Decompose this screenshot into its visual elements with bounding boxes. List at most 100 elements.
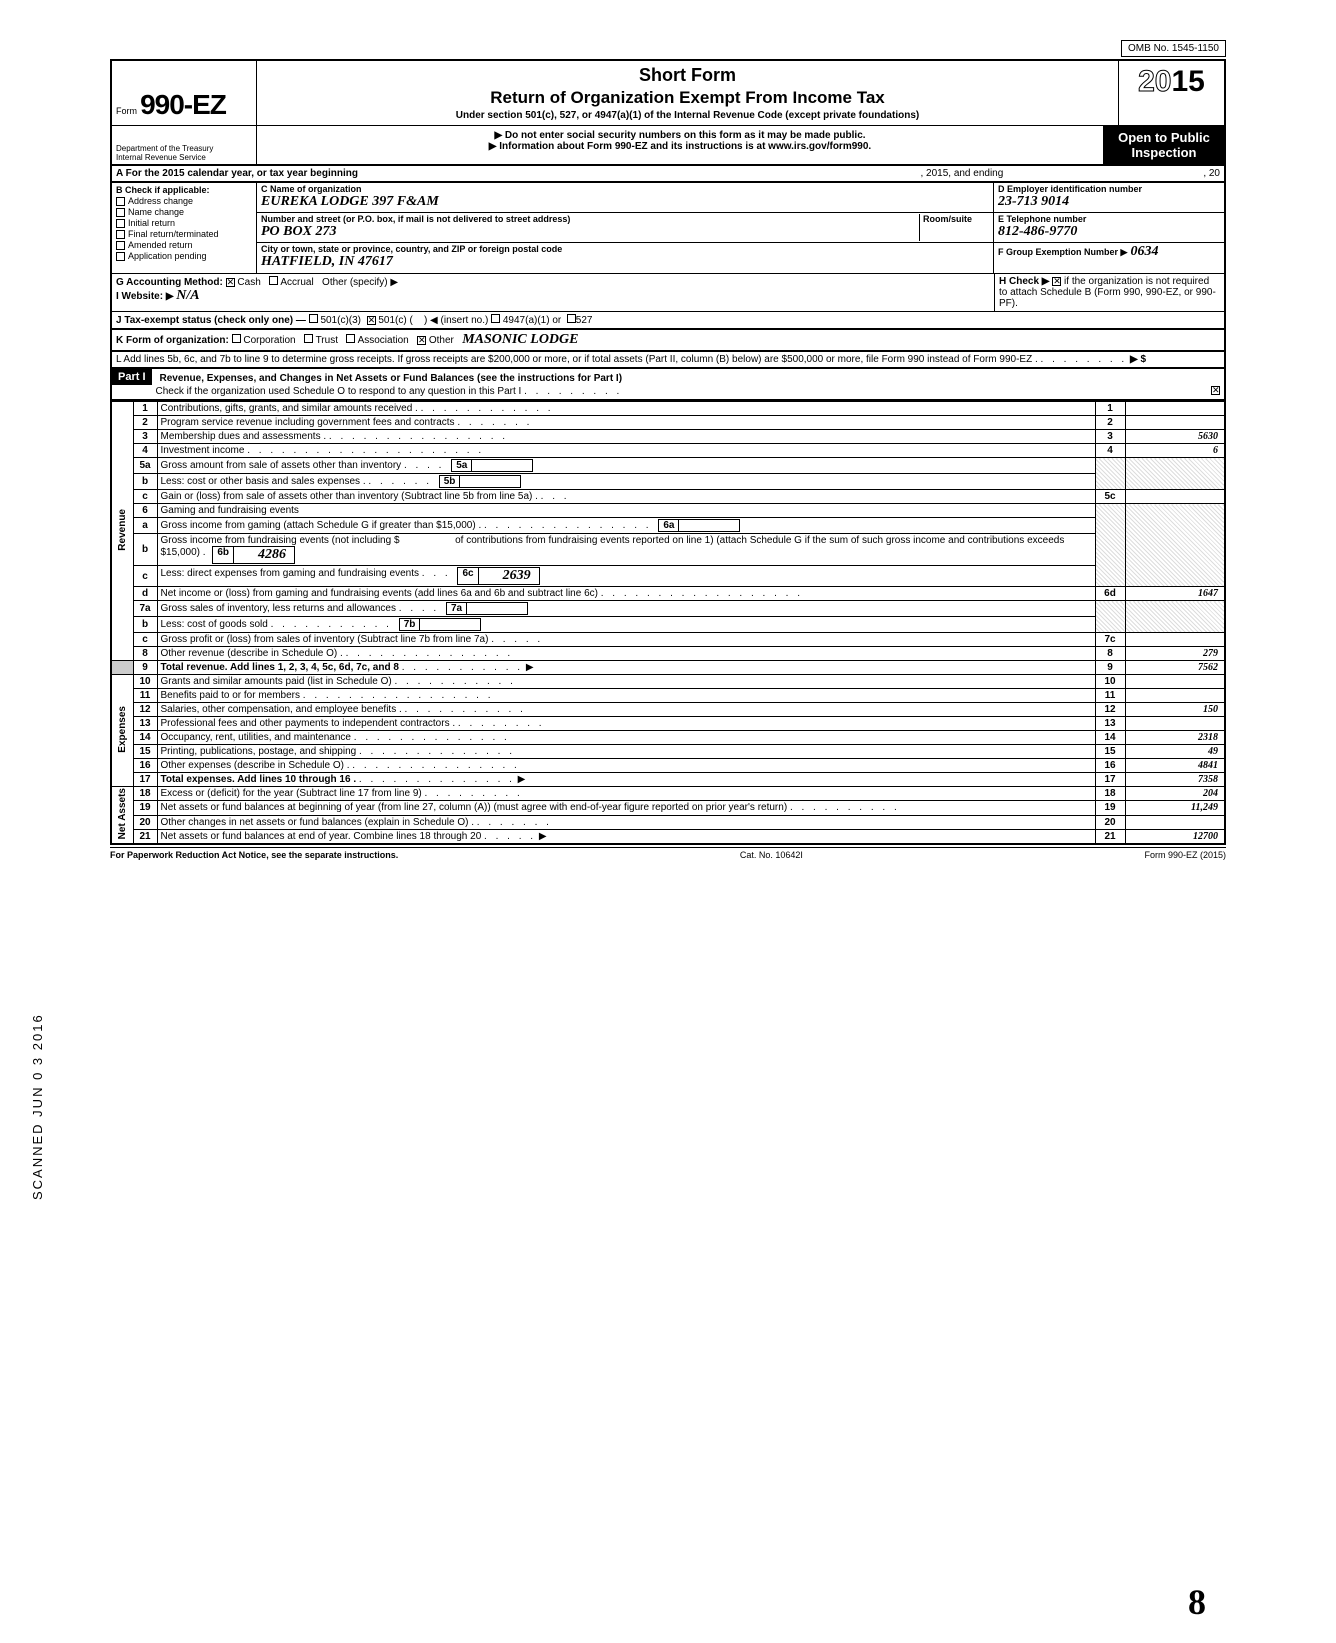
line-4-desc: Investment income bbox=[161, 445, 245, 456]
website: N/A bbox=[176, 288, 199, 303]
chk-cash[interactable] bbox=[226, 278, 235, 287]
dept-cell: Department of the Treasury Internal Reve… bbox=[112, 126, 257, 164]
line-5b-desc: Less: cost or other basis and sales expe… bbox=[161, 476, 366, 487]
line-18-desc: Excess or (deficit) for the year (Subtra… bbox=[161, 788, 422, 799]
chk-initial-return[interactable]: Initial return bbox=[116, 218, 252, 228]
form-number: 990-EZ bbox=[140, 89, 226, 120]
line-19-desc: Net assets or fund balances at beginning… bbox=[161, 802, 788, 813]
d-label: D Employer identification number bbox=[998, 184, 1220, 194]
line-12-amt: 150 bbox=[1125, 703, 1225, 717]
chk-527[interactable] bbox=[567, 314, 576, 323]
chk-trust[interactable] bbox=[304, 334, 313, 343]
line-14-desc: Occupancy, rent, utilities, and maintena… bbox=[161, 732, 351, 743]
public-notice: ▶ Do not enter social security numbers o… bbox=[261, 130, 1099, 141]
c-city-label: City or town, state or province, country… bbox=[261, 244, 989, 254]
line-7c-desc: Gross profit or (loss) from sales of inv… bbox=[161, 634, 489, 645]
line-5a-desc: Gross amount from sale of assets other t… bbox=[161, 460, 402, 471]
open-public: Open to Public Inspection bbox=[1104, 126, 1224, 164]
info-notice: ▶ Information about Form 990-EZ and its … bbox=[261, 141, 1099, 152]
chk-schedule-b[interactable] bbox=[1052, 277, 1061, 286]
chk-corp[interactable] bbox=[232, 334, 241, 343]
line-5c-desc: Gain or (loss) from sale of assets other… bbox=[161, 491, 538, 502]
short-form-title: Short Form bbox=[265, 65, 1110, 86]
chk-amended-return[interactable]: Amended return bbox=[116, 240, 252, 250]
line-9-desc: Total revenue. Add lines 1, 2, 3, 4, 5c,… bbox=[161, 662, 399, 673]
footer-form: Form 990-EZ (2015) bbox=[1144, 850, 1226, 860]
netassets-vert-label: Net Assets bbox=[117, 788, 128, 839]
line-15-desc: Printing, publications, postage, and shi… bbox=[161, 746, 357, 757]
col-b: B Check if applicable: Address change Na… bbox=[112, 183, 257, 273]
chk-address-change[interactable]: Address change bbox=[116, 196, 252, 206]
line-20-desc: Other changes in net assets or fund bala… bbox=[161, 817, 475, 828]
chk-name-change[interactable]: Name change bbox=[116, 207, 252, 217]
chk-assoc[interactable] bbox=[346, 334, 355, 343]
line-14-amt: 2318 bbox=[1125, 731, 1225, 745]
l-arrow: ▶ $ bbox=[1130, 354, 1146, 365]
part1-label: Part I bbox=[112, 369, 152, 385]
line-3-amt: 5630 bbox=[1125, 430, 1225, 444]
line-4-amt: 6 bbox=[1125, 444, 1225, 458]
main-title: Return of Organization Exempt From Incom… bbox=[265, 88, 1110, 108]
line-17-amt: 7358 bbox=[1125, 773, 1225, 787]
line-6c-desc: Less: direct expenses from gaming and fu… bbox=[161, 568, 419, 579]
i-label: I Website: ▶ bbox=[116, 291, 174, 302]
page-number: 8 bbox=[1188, 1581, 1206, 1623]
line-2-desc: Program service revenue including govern… bbox=[161, 417, 455, 428]
year-prefix: 20 bbox=[1138, 65, 1171, 98]
line-1-amt bbox=[1125, 402, 1225, 416]
chk-501c[interactable] bbox=[367, 316, 376, 325]
group-exemption: 0634 bbox=[1131, 244, 1159, 259]
line-21-amt: 12700 bbox=[1125, 829, 1225, 844]
row-a-mid: , 2015, and ending bbox=[920, 168, 1003, 179]
revenue-vert-label: Revenue bbox=[117, 509, 128, 551]
row-l: L Add lines 5b, 6c, and 7b to line 9 to … bbox=[110, 352, 1226, 369]
g-other: Other (specify) ▶ bbox=[322, 277, 398, 288]
line-17-desc: Total expenses. Add lines 10 through 16 … bbox=[161, 774, 357, 785]
col-right: D Employer identification number 23-713 … bbox=[994, 183, 1224, 273]
footer-cat: Cat. No. 10642I bbox=[740, 850, 803, 860]
line-6b-desc: Gross income from fundraising events (no… bbox=[161, 535, 400, 546]
line-3-desc: Membership dues and assessments . bbox=[161, 431, 327, 442]
year-suffix: 15 bbox=[1172, 65, 1205, 98]
line-7a-desc: Gross sales of inventory, less returns a… bbox=[161, 603, 396, 614]
l-text: L Add lines 5b, 6c, and 7b to line 9 to … bbox=[116, 354, 1038, 365]
line-6b-val: 4286 bbox=[234, 547, 294, 563]
year-cell: 2015 bbox=[1119, 61, 1224, 125]
line-9-amt: 7562 bbox=[1125, 661, 1225, 675]
line-6a-desc: Gross income from gaming (attach Schedul… bbox=[161, 520, 482, 531]
c-addr-label: Number and street (or P.O. box, if mail … bbox=[261, 214, 919, 224]
part1-check-text: Check if the organization used Schedule … bbox=[156, 386, 522, 397]
line-1-box: 1 bbox=[1095, 402, 1125, 416]
col-c: C Name of organization EUREKA LODGE 397 … bbox=[257, 183, 994, 273]
part1-title: Revenue, Expenses, and Changes in Net As… bbox=[156, 371, 1220, 386]
b-label: B Check if applicable: bbox=[116, 185, 252, 195]
line-6d-amt: 1647 bbox=[1125, 587, 1225, 601]
dept-line1: Department of the Treasury bbox=[116, 144, 252, 153]
chk-4947[interactable] bbox=[491, 314, 500, 323]
chk-part1-schedo[interactable] bbox=[1211, 386, 1220, 395]
line-16-desc: Other expenses (describe in Schedule O) … bbox=[161, 760, 350, 771]
row-a-label: A For the 2015 calendar year, or tax yea… bbox=[116, 168, 358, 179]
line-7b-desc: Less: cost of goods sold bbox=[161, 619, 268, 630]
room-label: Room/suite bbox=[923, 214, 989, 224]
ein: 23-713 9014 bbox=[998, 194, 1220, 210]
line-8-amt: 279 bbox=[1125, 647, 1225, 661]
line-12-desc: Salaries, other compensation, and employ… bbox=[161, 704, 402, 715]
chk-application-pending[interactable]: Application pending bbox=[116, 251, 252, 261]
line-19-amt: 11,249 bbox=[1125, 801, 1225, 815]
footer-left: For Paperwork Reduction Act Notice, see … bbox=[110, 850, 398, 860]
row-k: K Form of organization: Corporation Trus… bbox=[110, 330, 1226, 352]
line-18-amt: 204 bbox=[1125, 787, 1225, 801]
line-8-desc: Other revenue (describe in Schedule O) . bbox=[161, 648, 343, 659]
c-name-label: C Name of organization bbox=[261, 184, 989, 194]
org-name: EUREKA LODGE 397 F&AM bbox=[261, 194, 989, 210]
instructions-cell: ▶ Do not enter social security numbers o… bbox=[257, 126, 1104, 164]
chk-other-org[interactable] bbox=[417, 336, 426, 345]
chk-final-return[interactable]: Final return/terminated bbox=[116, 229, 252, 239]
line-1-desc: Contributions, gifts, grants, and simila… bbox=[161, 403, 418, 414]
chk-501c3[interactable] bbox=[309, 314, 318, 323]
dept-line2: Internal Revenue Service bbox=[116, 153, 252, 162]
line-11-desc: Benefits paid to or for members bbox=[161, 690, 301, 701]
org-form: MASONIC LODGE bbox=[462, 332, 578, 347]
chk-accrual[interactable] bbox=[269, 276, 278, 285]
